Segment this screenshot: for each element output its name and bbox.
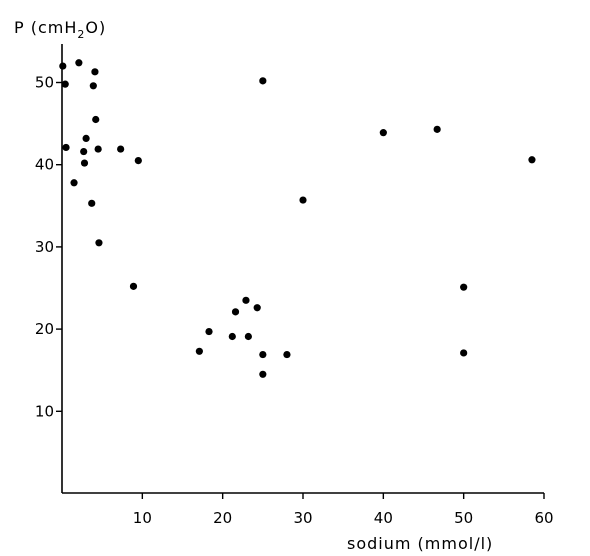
x-axis-title: sodium (mmol/l) [347, 534, 493, 553]
data-point [259, 370, 267, 378]
data-point [259, 350, 267, 359]
data-point [299, 196, 307, 204]
x-ticks: 10 20 30 40 50 60 [133, 493, 554, 527]
data-point [283, 350, 291, 359]
data-point [92, 115, 100, 124]
data-point [244, 332, 252, 341]
data-points [59, 59, 536, 378]
axes [61, 44, 544, 494]
data-point [70, 179, 78, 187]
data-point [205, 327, 213, 336]
y-axis-title-subscript: 2 [77, 28, 85, 41]
data-point [88, 199, 96, 207]
data-point [59, 62, 67, 70]
data-point [528, 156, 536, 164]
y-ticks: 10 20 30 40 50 [35, 74, 62, 420]
data-point [195, 347, 203, 355]
data-point [82, 134, 90, 142]
data-point [259, 77, 267, 85]
y-axis-title-end: O) [85, 18, 106, 37]
x-tick-label: 60 [534, 509, 553, 527]
x-tick-label: 40 [374, 509, 393, 527]
data-point [89, 82, 97, 90]
data-point [231, 308, 240, 316]
y-tick-label: 20 [35, 320, 54, 338]
x-tick-label: 30 [293, 509, 312, 527]
data-point [134, 156, 142, 165]
x-tick-label: 20 [213, 509, 232, 527]
data-point [95, 239, 103, 247]
data-point [253, 304, 261, 312]
data-point [129, 282, 138, 290]
y-tick-label: 50 [35, 74, 54, 92]
x-tick-label: 50 [454, 509, 473, 527]
data-point [433, 125, 441, 133]
data-point [62, 143, 70, 152]
data-point [242, 296, 250, 304]
data-point [460, 349, 468, 357]
y-tick-label: 40 [35, 156, 54, 174]
data-point [379, 129, 387, 137]
x-tick-label: 10 [133, 509, 152, 527]
data-point [80, 147, 88, 156]
y-tick-label: 10 [35, 402, 54, 420]
data-point [228, 332, 236, 341]
y-axis-title: P (cmH2O) [14, 18, 106, 41]
data-point [460, 283, 468, 291]
y-tick-label: 30 [35, 238, 54, 256]
data-point [94, 145, 102, 153]
data-point [75, 59, 83, 67]
y-axis-title-main: P (cmH [14, 18, 77, 37]
data-point [61, 80, 69, 88]
data-point [91, 68, 99, 76]
data-point [117, 145, 125, 153]
data-point [80, 159, 89, 167]
